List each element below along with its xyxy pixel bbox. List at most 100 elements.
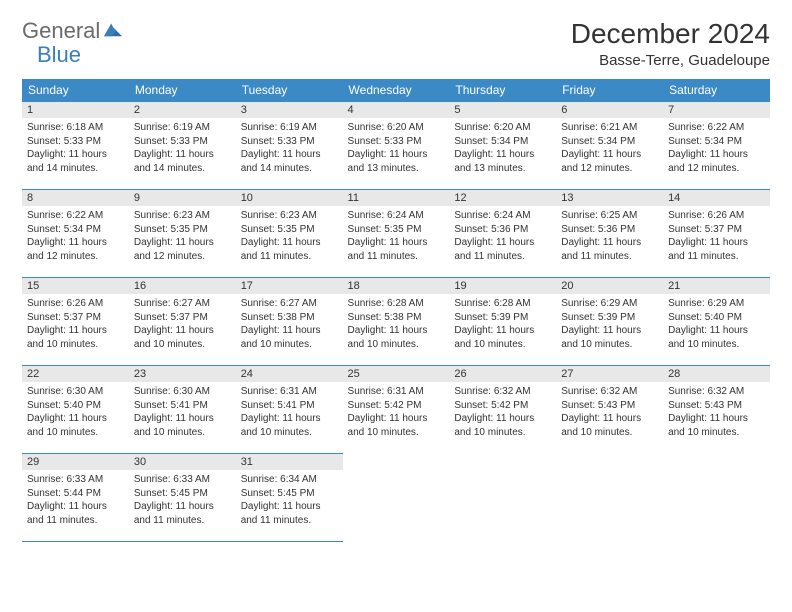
day-number: 11 bbox=[343, 190, 450, 206]
sunrise-line: Sunrise: 6:31 AM bbox=[241, 385, 338, 399]
calendar-day-cell: 1Sunrise: 6:18 AMSunset: 5:33 PMDaylight… bbox=[22, 102, 129, 190]
sunrise-line: Sunrise: 6:24 AM bbox=[348, 209, 445, 223]
day-details: Sunrise: 6:31 AMSunset: 5:42 PMDaylight:… bbox=[343, 382, 450, 443]
calendar-day-cell: 21Sunrise: 6:29 AMSunset: 5:40 PMDayligh… bbox=[663, 278, 770, 366]
sunrise-line: Sunrise: 6:30 AM bbox=[134, 385, 231, 399]
day-number: 1 bbox=[22, 102, 129, 118]
day-details: Sunrise: 6:26 AMSunset: 5:37 PMDaylight:… bbox=[22, 294, 129, 355]
daylight-line2: and 10 minutes. bbox=[241, 338, 338, 352]
day-number: 29 bbox=[22, 454, 129, 470]
sunset-line: Sunset: 5:35 PM bbox=[348, 223, 445, 237]
calendar-day-cell: 27Sunrise: 6:32 AMSunset: 5:43 PMDayligh… bbox=[556, 366, 663, 454]
sunrise-line: Sunrise: 6:20 AM bbox=[348, 121, 445, 135]
sunrise-line: Sunrise: 6:25 AM bbox=[561, 209, 658, 223]
calendar-day-cell: 15Sunrise: 6:26 AMSunset: 5:37 PMDayligh… bbox=[22, 278, 129, 366]
sunset-line: Sunset: 5:34 PM bbox=[668, 135, 765, 149]
sunset-line: Sunset: 5:37 PM bbox=[668, 223, 765, 237]
sunrise-line: Sunrise: 6:19 AM bbox=[241, 121, 338, 135]
daylight-line1: Daylight: 11 hours bbox=[241, 324, 338, 338]
calendar-day-cell: 12Sunrise: 6:24 AMSunset: 5:36 PMDayligh… bbox=[449, 190, 556, 278]
day-number: 22 bbox=[22, 366, 129, 382]
daylight-line2: and 10 minutes. bbox=[668, 338, 765, 352]
calendar-day-cell bbox=[343, 454, 450, 542]
calendar-day-cell: 2Sunrise: 6:19 AMSunset: 5:33 PMDaylight… bbox=[129, 102, 236, 190]
sunset-line: Sunset: 5:34 PM bbox=[27, 223, 124, 237]
calendar-week-row: 15Sunrise: 6:26 AMSunset: 5:37 PMDayligh… bbox=[22, 278, 770, 366]
day-details: Sunrise: 6:19 AMSunset: 5:33 PMDaylight:… bbox=[236, 118, 343, 179]
sunset-line: Sunset: 5:39 PM bbox=[561, 311, 658, 325]
month-title: December 2024 bbox=[571, 18, 770, 50]
sunrise-line: Sunrise: 6:18 AM bbox=[27, 121, 124, 135]
day-details: Sunrise: 6:32 AMSunset: 5:43 PMDaylight:… bbox=[556, 382, 663, 443]
day-details: Sunrise: 6:20 AMSunset: 5:33 PMDaylight:… bbox=[343, 118, 450, 179]
daylight-line2: and 11 minutes. bbox=[241, 250, 338, 264]
day-number: 9 bbox=[129, 190, 236, 206]
day-number: 15 bbox=[22, 278, 129, 294]
day-details: Sunrise: 6:22 AMSunset: 5:34 PMDaylight:… bbox=[663, 118, 770, 179]
day-number: 14 bbox=[663, 190, 770, 206]
sunset-line: Sunset: 5:38 PM bbox=[241, 311, 338, 325]
daylight-line1: Daylight: 11 hours bbox=[27, 236, 124, 250]
day-details: Sunrise: 6:23 AMSunset: 5:35 PMDaylight:… bbox=[129, 206, 236, 267]
calendar-table: Sunday Monday Tuesday Wednesday Thursday… bbox=[22, 79, 770, 542]
calendar-day-cell bbox=[449, 454, 556, 542]
day-number: 3 bbox=[236, 102, 343, 118]
day-details: Sunrise: 6:21 AMSunset: 5:34 PMDaylight:… bbox=[556, 118, 663, 179]
day-number: 2 bbox=[129, 102, 236, 118]
sunset-line: Sunset: 5:43 PM bbox=[668, 399, 765, 413]
sunrise-line: Sunrise: 6:29 AM bbox=[668, 297, 765, 311]
daylight-line2: and 10 minutes. bbox=[668, 426, 765, 440]
sunrise-line: Sunrise: 6:19 AM bbox=[134, 121, 231, 135]
calendar-day-cell: 24Sunrise: 6:31 AMSunset: 5:41 PMDayligh… bbox=[236, 366, 343, 454]
daylight-line2: and 10 minutes. bbox=[241, 426, 338, 440]
day-number: 20 bbox=[556, 278, 663, 294]
sunset-line: Sunset: 5:45 PM bbox=[134, 487, 231, 501]
daylight-line1: Daylight: 11 hours bbox=[348, 236, 445, 250]
day-number: 27 bbox=[556, 366, 663, 382]
daylight-line2: and 11 minutes. bbox=[668, 250, 765, 264]
sunrise-line: Sunrise: 6:32 AM bbox=[454, 385, 551, 399]
daylight-line1: Daylight: 11 hours bbox=[241, 236, 338, 250]
sunset-line: Sunset: 5:42 PM bbox=[454, 399, 551, 413]
daylight-line1: Daylight: 11 hours bbox=[454, 412, 551, 426]
sunrise-line: Sunrise: 6:20 AM bbox=[454, 121, 551, 135]
day-number: 17 bbox=[236, 278, 343, 294]
daylight-line2: and 10 minutes. bbox=[348, 426, 445, 440]
day-details: Sunrise: 6:32 AMSunset: 5:43 PMDaylight:… bbox=[663, 382, 770, 443]
daylight-line2: and 11 minutes. bbox=[561, 250, 658, 264]
calendar-day-cell: 10Sunrise: 6:23 AMSunset: 5:35 PMDayligh… bbox=[236, 190, 343, 278]
sunrise-line: Sunrise: 6:32 AM bbox=[561, 385, 658, 399]
sunrise-line: Sunrise: 6:26 AM bbox=[27, 297, 124, 311]
daylight-line2: and 14 minutes. bbox=[27, 162, 124, 176]
day-number: 30 bbox=[129, 454, 236, 470]
calendar-day-cell bbox=[663, 454, 770, 542]
logo-word2: Blue bbox=[37, 42, 81, 68]
daylight-line1: Daylight: 11 hours bbox=[134, 324, 231, 338]
sunset-line: Sunset: 5:45 PM bbox=[241, 487, 338, 501]
calendar-day-cell: 6Sunrise: 6:21 AMSunset: 5:34 PMDaylight… bbox=[556, 102, 663, 190]
day-number: 19 bbox=[449, 278, 556, 294]
sunset-line: Sunset: 5:37 PM bbox=[27, 311, 124, 325]
daylight-line1: Daylight: 11 hours bbox=[454, 148, 551, 162]
day-number: 26 bbox=[449, 366, 556, 382]
sunset-line: Sunset: 5:35 PM bbox=[241, 223, 338, 237]
weekday-header: Sunday bbox=[22, 79, 129, 102]
calendar-day-cell: 13Sunrise: 6:25 AMSunset: 5:36 PMDayligh… bbox=[556, 190, 663, 278]
sunrise-line: Sunrise: 6:32 AM bbox=[668, 385, 765, 399]
day-details: Sunrise: 6:32 AMSunset: 5:42 PMDaylight:… bbox=[449, 382, 556, 443]
daylight-line1: Daylight: 11 hours bbox=[561, 324, 658, 338]
logo: General Blue bbox=[22, 18, 122, 44]
day-details: Sunrise: 6:27 AMSunset: 5:38 PMDaylight:… bbox=[236, 294, 343, 355]
calendar-week-row: 8Sunrise: 6:22 AMSunset: 5:34 PMDaylight… bbox=[22, 190, 770, 278]
daylight-line1: Daylight: 11 hours bbox=[561, 148, 658, 162]
sunset-line: Sunset: 5:37 PM bbox=[134, 311, 231, 325]
day-number: 8 bbox=[22, 190, 129, 206]
calendar-week-row: 22Sunrise: 6:30 AMSunset: 5:40 PMDayligh… bbox=[22, 366, 770, 454]
sunrise-line: Sunrise: 6:28 AM bbox=[348, 297, 445, 311]
calendar-day-cell: 25Sunrise: 6:31 AMSunset: 5:42 PMDayligh… bbox=[343, 366, 450, 454]
sunset-line: Sunset: 5:41 PM bbox=[134, 399, 231, 413]
daylight-line1: Daylight: 11 hours bbox=[134, 148, 231, 162]
day-number: 16 bbox=[129, 278, 236, 294]
day-number: 12 bbox=[449, 190, 556, 206]
daylight-line1: Daylight: 11 hours bbox=[134, 236, 231, 250]
